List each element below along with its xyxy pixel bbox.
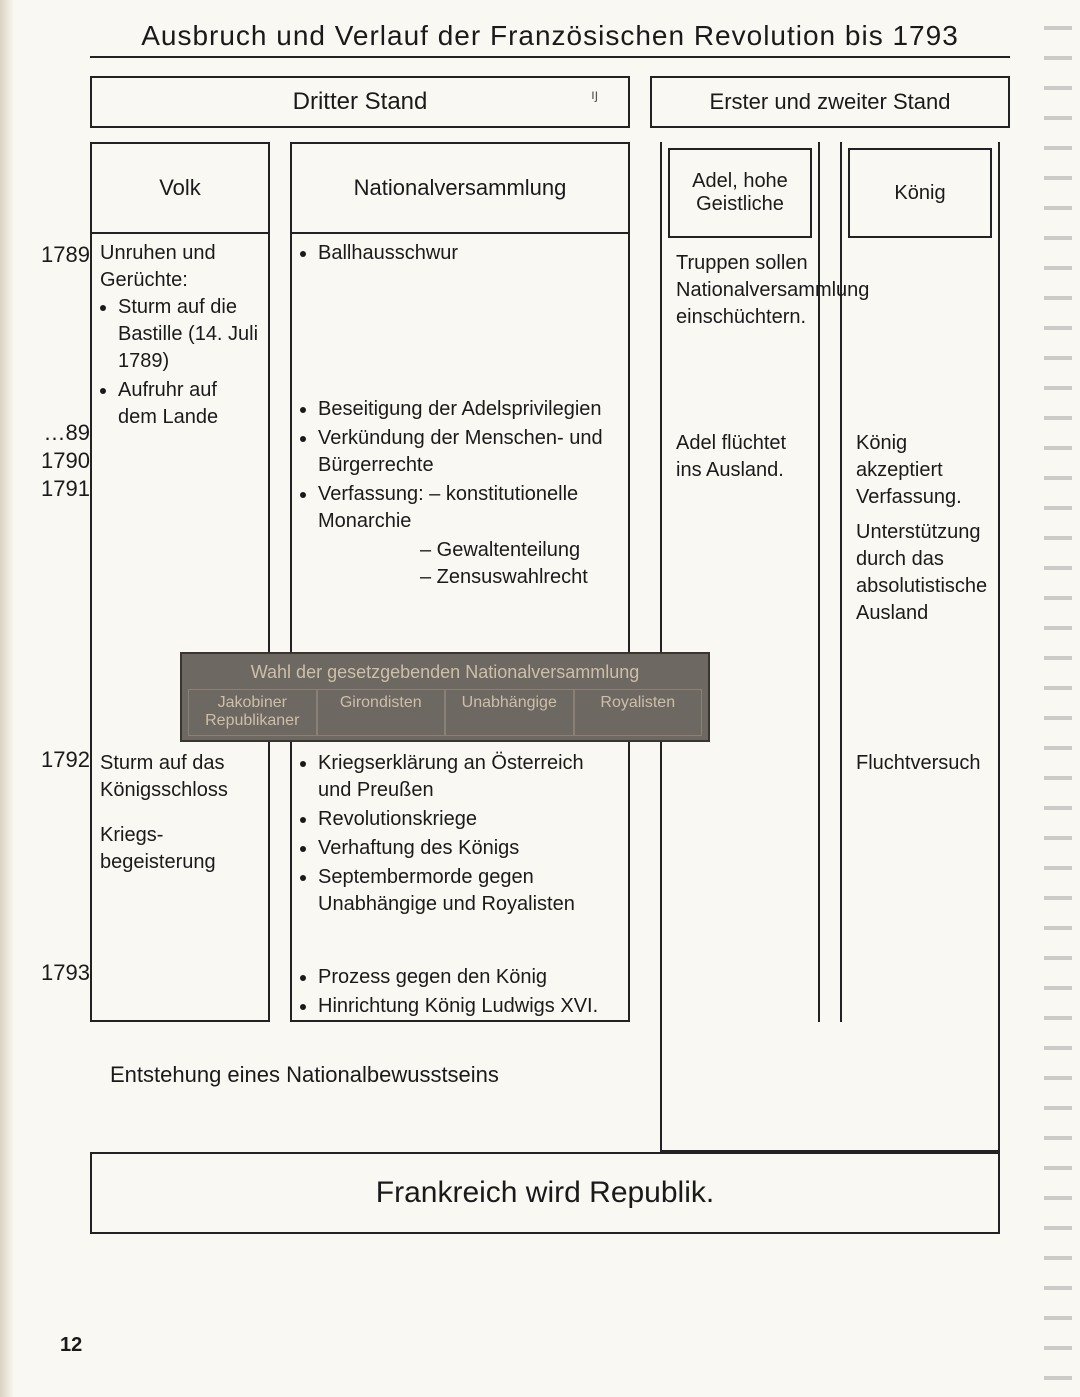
koenig-1792: Fluchtversuch [848,744,998,783]
nv-1790: Beseitigung der Adelsprivilegien Verkünd… [292,390,628,597]
year-1792: 1792 [34,747,90,773]
adel-1790: Adel flüchtet ins Ausland. [668,424,818,490]
nv-1792-b4: Septembermorde gegen Unabhängige und Roy… [318,864,620,918]
koenig-1790: König akzeptiert Verfassung. Unterstützu… [848,424,998,633]
page: Ausbruch und Verlauf der Französischen R… [0,0,1080,1397]
nv-1793-b2: Hinrichtung König Ludwigs XVI. [318,993,598,1020]
nv-1793: Prozess gegen den König Hinrichtung Köni… [292,958,606,1028]
nv-1792: Kriegserklärung an Österreich und Preuße… [292,744,628,926]
col-head-koenig: König [848,148,992,238]
nv-1790-b3: Verfassung: – konstitutionelle Monarchie [318,481,620,535]
nv-1789: Ballhausschwur [292,234,628,275]
column-volk: Volk Unruhen und Gerüchte: Sturm auf die… [90,142,270,1022]
volk-1792: Sturm auf das Königsschloss Kriegs-begei… [92,744,268,882]
nv-1792-b3: Verhaftung des Königs [318,835,620,862]
scan-edge-left [0,0,14,1397]
header-left-label: Dritter Stand [293,88,428,116]
nv-1792-b2: Revolutionskriege [318,806,620,833]
header-right-label: Erster und zweiter Stand [710,89,951,115]
nv-1789-b1: Ballhausschwur [318,240,620,267]
binding-holes [1044,0,1072,1397]
nv-1790-b2: Verkündung der Menschen- und Bürgerrecht… [318,425,620,479]
hl-unabhaengige: Unabhängige [445,689,574,736]
year-1791: 1791 [34,476,90,502]
col-head-nv: Nationalversammlung [292,144,628,234]
column-nationalversammlung: Nationalversammlung Ballhausschwur Besei… [290,142,630,1022]
bottom-republik-bar: Frankreich wird Republik. [90,1152,1000,1234]
header-erster-zweiter-stand: Erster und zweiter Stand [650,76,1010,128]
page-number: 12 [60,1334,82,1357]
nv-1790-b1: Beseitigung der Adelsprivilegien [318,396,620,423]
year-1790: 1790 [34,448,90,474]
col-head-adel: Adel, hohe Geistliche [668,148,812,238]
stray-mark: ıȷ [591,86,598,102]
header-row: Dritter Stand ıȷ Erster und zweiter Stan… [90,76,1010,128]
nv-1792-b1: Kriegserklärung an Österreich und Preuße… [318,750,620,804]
nv-1790-b3b: – Zensuswahlrecht [300,564,620,591]
header-dritter-stand: Dritter Stand ıȷ [90,76,630,128]
volk-1792b: Kriegs-begeisterung [100,822,260,876]
col-head-volk: Volk [92,144,268,234]
year-1789b: …89 [34,420,90,446]
volk-1789: Unruhen und Gerüchte: Sturm auf die Bast… [92,234,268,404]
highlight-title: Wahl der gesetzgebenden Nationalversamml… [188,658,702,689]
volk-1789-b1: Sturm auf die Bastille (14. Juli 1789) [118,294,260,375]
hl-girondisten: Girondisten [317,689,446,736]
bottom-text: Frankreich wird Republik. [376,1176,714,1209]
adel-koenig-1789: Truppen sollen Nationalversammlung einsc… [668,244,988,337]
nv-1790-b3a: – Gewaltenteilung [300,537,620,564]
highlight-election-band: Wahl der gesetzgebenden Nationalversamml… [180,652,710,742]
volk-1792a: Sturm auf das Königsschloss [100,750,260,804]
page-title: Ausbruch und Verlauf der Französischen R… [90,20,1010,58]
volk-1789-intro: Unruhen und Gerüchte: [100,240,260,294]
adel-1789-text: Truppen sollen Nationalversammlung einsc… [676,252,869,328]
highlight-cells: Jakobiner Republikaner Girondisten Unabh… [188,689,702,736]
years-column: 1789 …89 1790 1791 1792 1793 [34,142,90,1142]
hl-royalisten: Royalisten [574,689,703,736]
koenig-1790a: König akzeptiert Verfassung. [856,430,990,511]
hl-jakobiner: Jakobiner Republikaner [188,689,317,736]
volk-1789-b2: Aufruhr auf dem Lande [118,377,260,431]
adel-koenig-bottom-merge [660,1022,1000,1152]
nv-1793-b1: Prozess gegen den König [318,964,598,991]
year-1789: 1789 [34,242,90,268]
koenig-1790b: Unterstützung durch das absolutistische … [856,519,990,627]
national-consciousness: Entstehung eines Nationalbewusstseins [110,1062,499,1088]
main-grid: 1789 …89 1790 1791 1792 1793 Volk Unruhe… [90,142,1010,1142]
year-1793: 1793 [34,960,90,986]
